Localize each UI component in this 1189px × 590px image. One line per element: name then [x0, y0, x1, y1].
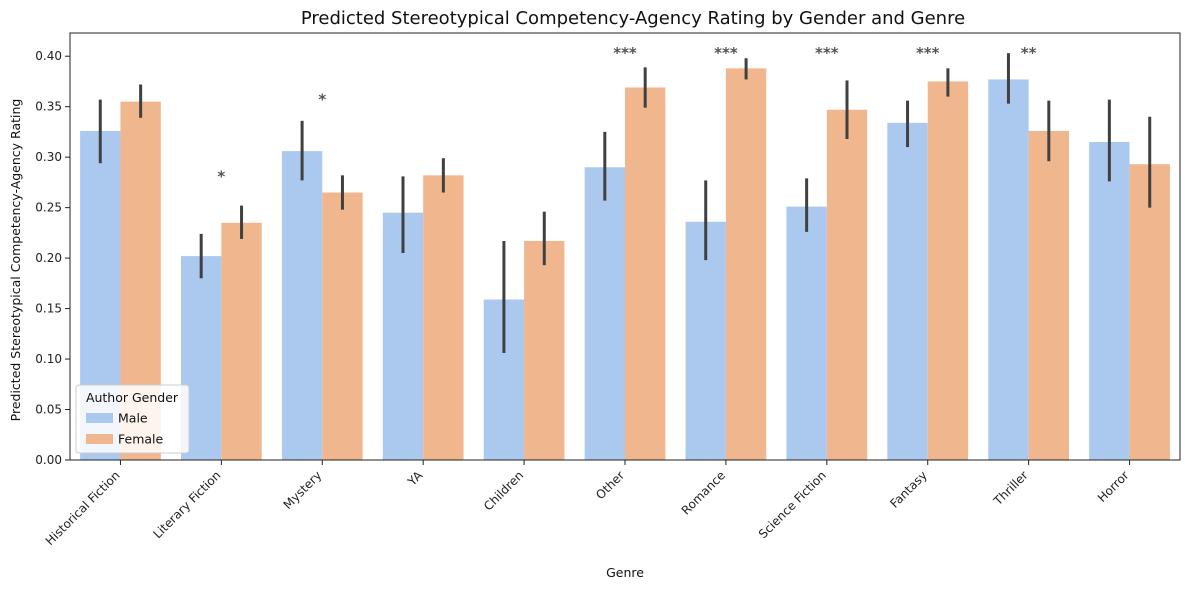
bar-male — [887, 122, 928, 460]
bar-female — [725, 68, 767, 461]
bar-male — [584, 167, 625, 460]
bar-male — [1089, 142, 1130, 460]
legend: Author Gender Male Female — [75, 384, 190, 454]
significance-marker: * — [217, 167, 225, 185]
bar-female — [1129, 164, 1170, 460]
significance-marker: *** — [916, 44, 940, 62]
x-tick-label: Fantasy — [887, 468, 930, 511]
x-tick-label: Historical Fiction — [43, 468, 123, 548]
legend-swatch-female — [86, 434, 113, 444]
legend-title: Author Gender — [86, 390, 179, 405]
bar-female — [423, 175, 464, 461]
plot-frame — [69, 32, 1181, 461]
x-tick-label: Other — [593, 468, 627, 502]
y-tick-label: 0.35 — [35, 100, 62, 114]
x-tick-label: YA — [404, 468, 425, 489]
y-tick-label: 0.05 — [35, 403, 62, 417]
y-axis-title: Predicted Stereotypical Competency-Agenc… — [8, 99, 23, 422]
bar-male — [281, 151, 323, 460]
bar-female — [1028, 130, 1069, 461]
bar-female — [524, 240, 565, 460]
y-tick-label: 0.30 — [35, 150, 62, 164]
x-tick-label: Literary Fiction — [151, 468, 224, 541]
bar-female — [927, 81, 969, 460]
bar-female — [826, 109, 868, 460]
x-tick-label: Romance — [679, 468, 728, 517]
x-tick-label: Mystery — [281, 468, 325, 512]
x-tick-label: Thriller — [990, 468, 1030, 508]
bar-male — [382, 212, 424, 460]
chart-title: Predicted Stereotypical Competency-Agenc… — [301, 8, 965, 29]
x-tick-label: Horror — [1095, 468, 1132, 505]
significance-marker: ** — [1021, 44, 1037, 62]
legend-label-male: Male — [118, 411, 148, 426]
bar-male — [786, 206, 827, 460]
x-axis-title: Genre — [606, 565, 644, 580]
bar-female — [625, 87, 666, 461]
legend-swatch-male — [86, 413, 113, 423]
y-tick-label: 0.40 — [35, 49, 62, 63]
bar-female — [221, 222, 262, 460]
significance-marker: *** — [613, 44, 637, 62]
significance-marker: *** — [815, 44, 839, 62]
y-tick-label: 0.10 — [35, 352, 62, 366]
bar-male — [988, 79, 1029, 460]
x-tick-label: Science Fiction — [756, 468, 829, 541]
x-tick-label: Children — [481, 468, 526, 513]
y-tick-label: 0.00 — [35, 453, 62, 467]
plot-area: 0.00 0.05 0.10 0.15 0.20 0.25 0.30 0.35 0.40 Hist… — [35, 32, 1181, 548]
significance-marker: *** — [714, 44, 738, 62]
y-tick-label: 0.20 — [35, 251, 62, 265]
y-tick-label: 0.25 — [35, 201, 62, 215]
bar-male — [685, 221, 726, 460]
legend-label-female: Female — [118, 432, 164, 447]
bar-female — [322, 192, 363, 461]
significance-marker: * — [318, 91, 326, 109]
y-tick-label: 0.15 — [35, 302, 62, 316]
